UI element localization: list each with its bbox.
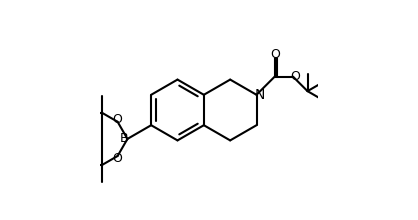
Text: O: O	[112, 113, 122, 126]
Text: O: O	[112, 152, 122, 165]
Text: O: O	[270, 48, 280, 60]
Text: O: O	[290, 70, 300, 83]
Text: N: N	[255, 88, 265, 102]
Text: B: B	[120, 132, 128, 145]
